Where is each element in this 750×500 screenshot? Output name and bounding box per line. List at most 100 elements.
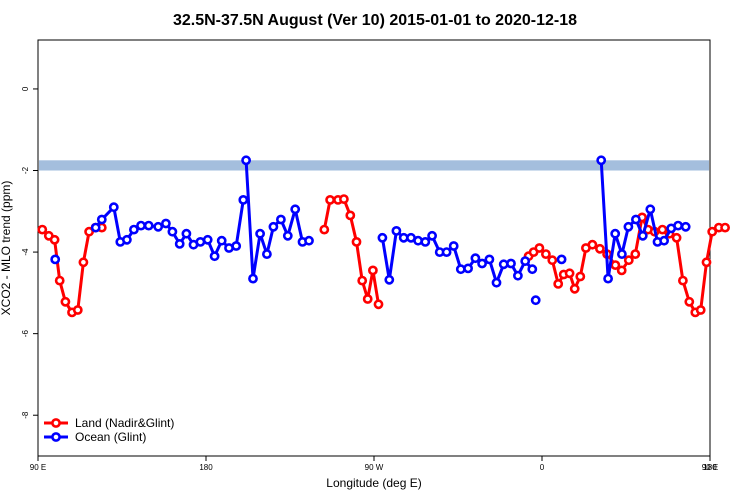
- x-tick-label-far-0: 180: [703, 463, 717, 472]
- series-0-point-30: [575, 271, 586, 282]
- plot-frame: [37, 39, 711, 457]
- series-0-point-45: [678, 275, 688, 286]
- series-0-point-26: [553, 278, 564, 289]
- series-0-point-28: [564, 268, 575, 279]
- series-1-point-51: [513, 270, 523, 281]
- series-1-point-27: [275, 214, 286, 225]
- series-1-point-20: [231, 241, 242, 251]
- series-0-point-50: [707, 226, 718, 237]
- series-0-point-52: [720, 222, 730, 233]
- series-0-point-23: [534, 243, 545, 253]
- series-1-point-46: [477, 258, 487, 269]
- series-0-point-46: [684, 296, 695, 307]
- series-1-point-9: [153, 221, 164, 232]
- series-1-line-2: [244, 160, 310, 281]
- series-1-point-42: [448, 241, 459, 251]
- land-ocean-band: [39, 160, 709, 171]
- series-0-point-19: [367, 265, 378, 276]
- series-0-point-20: [373, 299, 384, 310]
- series-0-point-7: [78, 257, 89, 268]
- series-0-point-8: [84, 226, 94, 237]
- series-1-point-31: [304, 235, 314, 246]
- chart-title: 32.5N-37.5N August (Ver 10) 2015-01-01 t…: [173, 12, 577, 29]
- series-0-point-44: [671, 232, 682, 243]
- series-0-point-42: [657, 224, 668, 235]
- legend-marker-1: [51, 432, 61, 442]
- series-0-point-0: [37, 224, 48, 235]
- series-0-point-14: [338, 194, 349, 204]
- legend-label-1: Ocean (Glint): [75, 430, 146, 444]
- series-1-point-23: [248, 273, 258, 284]
- series-1-point-65: [659, 235, 669, 246]
- x-tick-label-2: 90 W: [365, 463, 384, 472]
- series-1-point-16: [202, 234, 213, 245]
- series-1-point-50: [506, 258, 516, 269]
- series-1-point-60: [623, 221, 634, 232]
- series-0-point-17: [357, 275, 368, 286]
- y-tick-label-2: -4: [21, 248, 30, 256]
- series-1-point-38: [420, 236, 431, 247]
- series-1-point-24: [255, 228, 265, 239]
- series-1-point-10: [160, 218, 171, 229]
- series-1-point-25: [261, 249, 272, 259]
- series-0-point-36: [616, 265, 627, 276]
- series-1-point-32: [377, 232, 388, 243]
- series-1-point-13: [181, 228, 192, 239]
- y-tick-label-1: -2: [21, 166, 30, 174]
- series-1-point-45: [470, 253, 481, 264]
- series-1-point-54: [530, 295, 541, 306]
- series-1-point-7: [136, 220, 146, 231]
- series-1-point-41: [441, 247, 452, 257]
- series-1-point-6: [128, 224, 139, 235]
- series-1-point-62: [637, 230, 648, 241]
- series-1-point-67: [673, 220, 683, 231]
- series-0-point-6: [72, 305, 83, 315]
- series-1-point-3: [108, 202, 119, 213]
- y-tick-label-4: -8: [21, 411, 30, 419]
- series-1-point-34: [391, 225, 402, 236]
- series-1-point-53: [527, 264, 538, 275]
- series-1-point-26: [268, 221, 279, 232]
- ocean-band: [39, 160, 709, 171]
- y-tick-label-3: -6: [21, 330, 30, 338]
- series-1-point-1: [90, 222, 101, 233]
- series-1-point-44: [463, 263, 473, 274]
- series-1-point-29: [290, 204, 301, 215]
- series-0-point-48: [695, 305, 706, 315]
- x-tick-label-3: 0: [540, 463, 545, 472]
- series-0-point-12: [325, 194, 335, 205]
- x-tick-label-1: 180: [199, 463, 213, 472]
- series-1-point-18: [216, 235, 227, 246]
- x-tick-label-0: 90 E: [30, 463, 46, 472]
- series-1-point-21: [238, 194, 249, 205]
- series-1-point-63: [645, 204, 656, 215]
- series-0-point-4: [60, 296, 71, 307]
- series-1-point-58: [610, 228, 621, 239]
- series-1-point-22: [241, 155, 251, 166]
- series-1-point-39: [427, 230, 437, 241]
- series-0-point-37: [623, 255, 634, 266]
- series-1-point-59: [617, 249, 627, 259]
- series-layer: [37, 155, 730, 318]
- series-1-point-11: [167, 226, 178, 237]
- legend-label-0: Land (Nadir&Glint): [75, 416, 174, 430]
- series-1-point-52: [520, 256, 531, 266]
- series-1-point-48: [491, 277, 502, 288]
- series-1-point-61: [631, 214, 641, 225]
- series-0-point-35: [610, 260, 621, 270]
- series-1-point-33: [384, 274, 395, 285]
- x-axis-label: Longitude (deg E): [326, 476, 421, 490]
- series-0-point-49: [701, 257, 712, 268]
- series-0-point-3: [54, 275, 65, 286]
- series-1-point-55: [556, 254, 567, 265]
- series-1-point-8: [143, 220, 154, 231]
- series-1-point-17: [209, 251, 220, 262]
- series-0-point-16: [351, 236, 362, 247]
- legend-marker-0: [51, 418, 61, 428]
- series-1-point-2: [96, 214, 107, 225]
- series-1-point-47: [484, 254, 495, 265]
- series-0-point-18: [362, 294, 373, 304]
- series-1-point-0: [50, 254, 61, 265]
